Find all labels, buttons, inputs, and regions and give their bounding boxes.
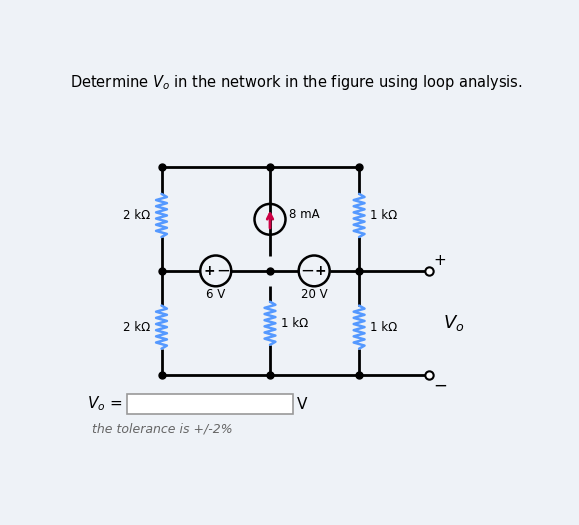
- Text: 1 kΩ: 1 kΩ: [370, 209, 397, 222]
- Text: −: −: [216, 262, 230, 280]
- Text: Determine $V_o$ in the network in the figure using loop analysis.: Determine $V_o$ in the network in the fi…: [70, 73, 523, 92]
- Text: V: V: [297, 396, 307, 412]
- Text: $V_o$ =: $V_o$ =: [87, 395, 123, 414]
- Text: 8 mA: 8 mA: [288, 208, 319, 221]
- FancyBboxPatch shape: [127, 394, 293, 414]
- Text: 20 V: 20 V: [301, 288, 328, 301]
- Text: 1 kΩ: 1 kΩ: [370, 321, 397, 333]
- Text: +: +: [434, 253, 446, 268]
- Text: 6 V: 6 V: [206, 288, 225, 301]
- Text: $V_o$: $V_o$: [443, 313, 464, 333]
- Text: +: +: [314, 264, 326, 278]
- Text: 2 kΩ: 2 kΩ: [123, 321, 151, 333]
- Text: the tolerance is +/-2%: the tolerance is +/-2%: [91, 422, 232, 435]
- Text: 2 kΩ: 2 kΩ: [123, 209, 151, 222]
- Text: +: +: [204, 264, 215, 278]
- Text: −: −: [434, 376, 448, 395]
- Text: −: −: [301, 262, 314, 280]
- Text: 1 kΩ: 1 kΩ: [281, 317, 308, 330]
